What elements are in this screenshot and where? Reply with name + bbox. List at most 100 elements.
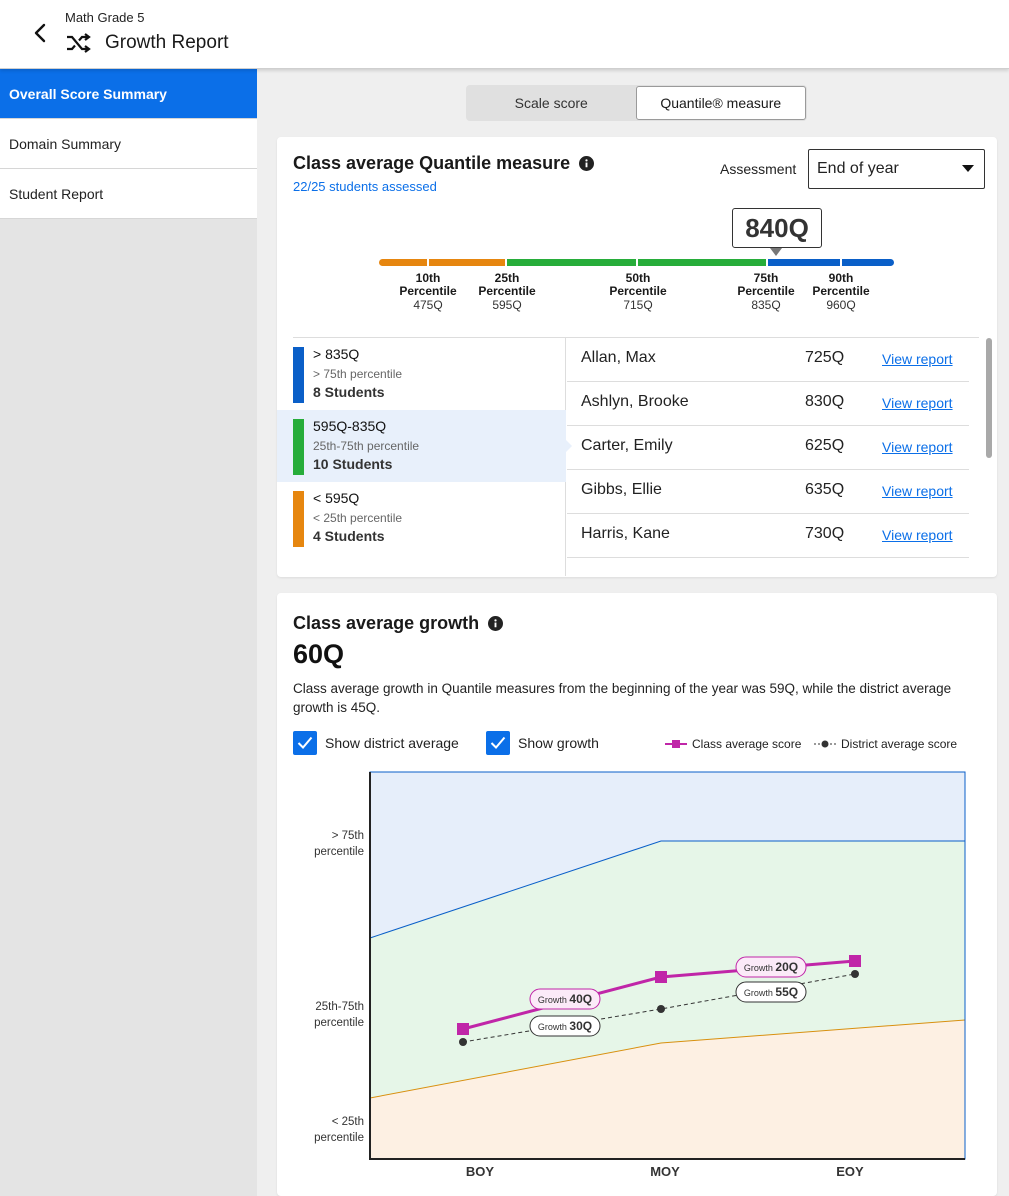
percentile-tick-10: 10th Percentile 475Q [399, 271, 457, 313]
band-range: < 595Q [313, 490, 360, 506]
band-25-75[interactable]: 595Q-835Q 25th-75th percentile 10 Studen… [277, 410, 566, 482]
student-row: Gibbs, Ellie 635Q View report [567, 470, 969, 514]
show-district-average-label: Show district average [325, 735, 459, 751]
student-score: 730Q [805, 525, 845, 542]
assessment-select[interactable]: End of year [808, 149, 985, 189]
sidebar: Overall Score Summary Domain Summary Stu… [0, 69, 257, 1196]
percentile-tick-75: 75th Percentile 835Q [737, 271, 795, 313]
view-report-link[interactable]: View report [882, 527, 953, 543]
class-growth-card: Class average growth 60Q Class average g… [277, 593, 997, 1196]
student-list-scrollbar[interactable] [986, 338, 992, 458]
scale-score-tab[interactable]: Scale score [514, 95, 588, 111]
upper-boundary-line [369, 840, 965, 939]
view-report-link[interactable]: View report [882, 439, 953, 455]
band-color-bar [293, 347, 304, 403]
x-label-moy: MOY [650, 1164, 680, 1179]
checkbox-checked-icon [486, 731, 510, 755]
district-point-moy [657, 1005, 665, 1013]
svg-text:Growth 55Q: Growth 55Q [744, 985, 798, 999]
percentile-ticks [427, 259, 842, 266]
back-arrow-icon[interactable] [28, 20, 54, 46]
student-name: Ashlyn, Brooke [581, 393, 689, 410]
legend-class-label: Class average score [692, 737, 802, 751]
district-average-legend-icon [814, 740, 836, 748]
band-below-25[interactable]: < 595Q < 25th percentile 4 Students [277, 482, 566, 554]
percentile-bar-low [379, 259, 506, 266]
x-label-boy: BOY [466, 1164, 495, 1179]
class-average-title: Class average Quantile measure [293, 153, 571, 173]
info-icon[interactable] [488, 616, 504, 631]
page-title: Growth Report [105, 32, 229, 53]
svg-text:Growth 40Q: Growth 40Q [538, 992, 592, 1006]
y-label-above-75: > 75th percentile [314, 830, 364, 858]
district-point-boy [459, 1038, 467, 1046]
student-list: Allan, Max 725Q View report Ashlyn, Broo… [567, 338, 969, 558]
sidebar-item-student-report[interactable]: Student Report [0, 169, 257, 219]
band-color-bar [293, 491, 304, 547]
students-assessed: 22/25 students assessed [293, 179, 437, 194]
growth-title: Class average growth [293, 613, 480, 633]
class-point-eoy [849, 955, 861, 967]
show-district-average-checkbox[interactable]: Show district average [293, 731, 459, 755]
show-growth-label: Show growth [518, 735, 599, 751]
band-desc: > 75th percentile [313, 367, 403, 381]
quantile-measure-tab[interactable]: Quantile® measure [635, 86, 806, 120]
student-name: Harris, Kane [581, 525, 670, 542]
band-range: 595Q-835Q [313, 418, 387, 434]
band-upper-area [370, 772, 965, 938]
percentile-tick-25: 25th Percentile 595Q [478, 271, 536, 313]
growth-chart: > 75th percentile 25th-75th percentile < 2… [314, 771, 966, 1179]
band-desc: < 25th percentile [313, 511, 403, 525]
y-label-25-75: 25th-75th percentile [314, 1001, 364, 1029]
legend-district-label: District average score [841, 737, 958, 751]
student-row: Carter, Emily 625Q View report [567, 426, 969, 470]
info-icon[interactable] [579, 156, 595, 171]
student-name: Carter, Emily [581, 437, 673, 454]
band-above-75[interactable]: > 835Q > 75th percentile 8 Students [277, 338, 566, 410]
score-pointer-icon [770, 248, 782, 256]
student-row: Allan, Max 725Q View report [567, 338, 969, 382]
band-count: 8 Students [313, 384, 385, 400]
growth-description: Class average growth in Quantile measure… [293, 681, 952, 715]
percentile-tick-90: 90th Percentile 960Q [812, 271, 870, 313]
class-point-moy [655, 971, 667, 983]
band-count: 10 Students [313, 456, 393, 472]
checkbox-checked-icon [293, 731, 317, 755]
y-label-below-25: < 25th percentile [314, 1116, 364, 1144]
band-desc: 25th-75th percentile [313, 439, 420, 453]
divider [293, 337, 979, 338]
class-growth-label-1: Growth 40Q [529, 988, 601, 1010]
student-name: Allan, Max [581, 349, 656, 366]
band-lower-area [370, 1020, 965, 1159]
sidebar-item-overall-score-summary[interactable]: Overall Score Summary [0, 69, 257, 119]
sidebar-item-domain-summary[interactable]: Domain Summary [0, 119, 257, 169]
show-growth-checkbox[interactable]: Show growth [486, 731, 599, 755]
band-range: > 835Q [313, 346, 360, 362]
student-row: Ashlyn, Brooke 830Q View report [567, 382, 969, 426]
band-color-bar [293, 419, 304, 475]
band-middle-area [370, 841, 965, 1098]
course-name: Math Grade 5 [65, 10, 145, 25]
score-type-toggle: Scale score Quantile® measure [466, 85, 807, 121]
district-growth-label-2: Growth 55Q [735, 981, 807, 1003]
percentile-bar-high [766, 259, 894, 266]
app-header: Math Grade 5 Growth Report [0, 0, 1009, 69]
percentile-tick-50: 50th Percentile 715Q [609, 271, 667, 313]
lower-boundary-line [369, 1019, 966, 1099]
view-report-link[interactable]: View report [882, 483, 953, 499]
assessment-label: Assessment [720, 161, 797, 177]
view-report-link[interactable]: View report [882, 351, 953, 367]
student-score: 635Q [805, 481, 845, 498]
student-score: 625Q [805, 437, 845, 454]
district-growth-label-1: Growth 30Q [529, 1015, 601, 1037]
main-content: Scale score Quantile® measure Class aver… [257, 69, 1009, 1196]
student-name: Gibbs, Ellie [581, 481, 662, 498]
district-point-eoy [851, 970, 859, 978]
view-report-link[interactable]: View report [882, 395, 953, 411]
legend-class-average: Class average score [665, 737, 801, 751]
current-score-bubble: 840Q [732, 208, 822, 248]
legend-district-average: District average score [814, 737, 957, 751]
class-average-card: Class average Quantile measure 22/25 stu… [277, 137, 997, 577]
student-row: Harris, Kane 730Q View report [567, 514, 969, 558]
class-point-boy [457, 1023, 469, 1035]
